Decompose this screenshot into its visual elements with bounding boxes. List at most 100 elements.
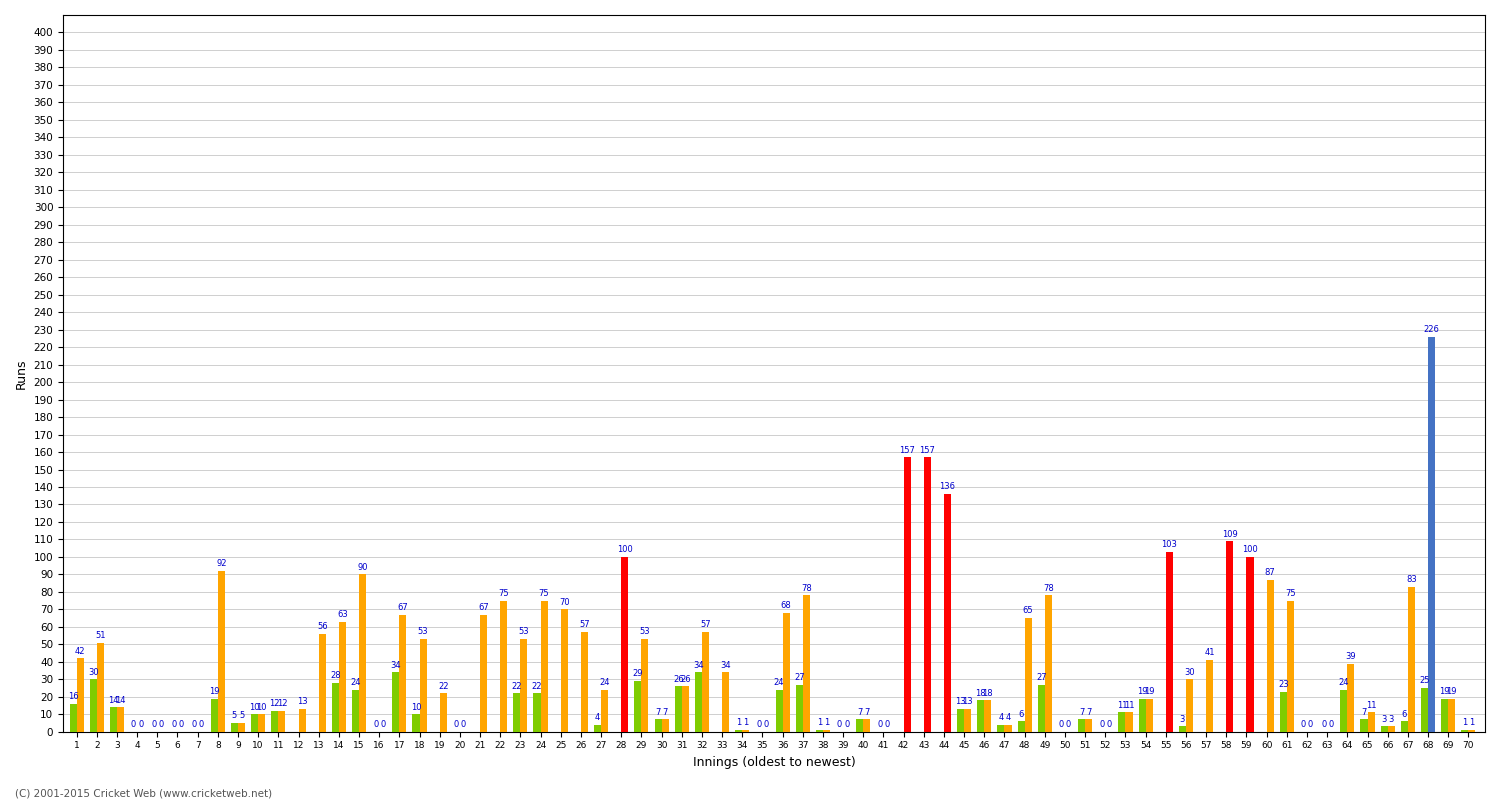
Text: 7: 7: [1078, 708, 1084, 717]
Bar: [500, 601, 507, 732]
Bar: [580, 632, 588, 732]
Text: 0: 0: [1066, 720, 1071, 729]
Bar: [722, 672, 729, 732]
Text: 11: 11: [1124, 701, 1134, 710]
Bar: [621, 557, 628, 732]
Bar: [681, 686, 688, 732]
Bar: [231, 723, 238, 732]
Text: 75: 75: [538, 589, 549, 598]
Bar: [1408, 586, 1414, 732]
Bar: [1125, 713, 1132, 732]
Text: 63: 63: [338, 610, 348, 619]
Text: 28: 28: [330, 671, 340, 680]
Text: 7: 7: [864, 708, 870, 717]
Bar: [1078, 719, 1084, 732]
Text: 13: 13: [963, 698, 974, 706]
Text: 53: 53: [639, 627, 650, 637]
Text: 3: 3: [1180, 715, 1185, 724]
Text: 0: 0: [171, 720, 177, 729]
Text: 24: 24: [600, 678, 610, 687]
Bar: [1448, 698, 1455, 732]
Text: 19: 19: [1144, 687, 1155, 696]
Text: 7: 7: [856, 708, 862, 717]
Text: 22: 22: [438, 682, 448, 690]
Text: 0: 0: [878, 720, 882, 729]
Text: 7: 7: [1362, 708, 1366, 717]
Bar: [1038, 685, 1046, 732]
Text: 7: 7: [663, 708, 668, 717]
Bar: [480, 614, 488, 732]
Bar: [856, 719, 864, 732]
Bar: [110, 707, 117, 732]
Text: 1: 1: [824, 718, 830, 727]
Text: 1: 1: [1470, 718, 1474, 727]
Bar: [976, 700, 984, 732]
Bar: [1138, 698, 1146, 732]
Bar: [76, 658, 84, 732]
Text: 51: 51: [94, 631, 105, 640]
Bar: [211, 698, 217, 732]
Text: 7: 7: [656, 708, 660, 717]
Text: 30: 30: [88, 668, 99, 677]
Text: 25: 25: [1419, 676, 1430, 686]
Bar: [1442, 698, 1448, 732]
Bar: [824, 730, 830, 732]
Bar: [258, 714, 266, 732]
Text: 19: 19: [1446, 687, 1456, 696]
Text: 7: 7: [1086, 708, 1092, 717]
Text: 41: 41: [1204, 649, 1215, 658]
Text: 5: 5: [232, 711, 237, 720]
Bar: [238, 723, 244, 732]
Bar: [924, 458, 932, 732]
Bar: [783, 613, 789, 732]
Bar: [1360, 719, 1368, 732]
Text: 6: 6: [1401, 710, 1407, 718]
Text: 13: 13: [956, 698, 966, 706]
Text: 0: 0: [192, 720, 196, 729]
Bar: [1146, 698, 1152, 732]
X-axis label: Innings (oldest to newest): Innings (oldest to newest): [693, 756, 855, 769]
Bar: [1428, 337, 1436, 732]
Text: 4: 4: [1005, 713, 1011, 722]
Bar: [964, 709, 970, 732]
Bar: [520, 639, 528, 732]
Bar: [662, 719, 669, 732]
Bar: [318, 634, 326, 732]
Bar: [1420, 688, 1428, 732]
Text: 78: 78: [801, 584, 812, 593]
Text: 23: 23: [1278, 680, 1288, 689]
Text: 109: 109: [1222, 530, 1238, 538]
Text: 3: 3: [1389, 715, 1394, 724]
Bar: [802, 595, 810, 732]
Text: 24: 24: [350, 678, 360, 687]
Text: 24: 24: [774, 678, 784, 687]
Text: 68: 68: [780, 602, 792, 610]
Bar: [998, 725, 1005, 732]
Bar: [561, 610, 568, 732]
Text: 10: 10: [249, 702, 259, 712]
Bar: [540, 601, 548, 732]
Y-axis label: Runs: Runs: [15, 358, 28, 389]
Text: 1: 1: [818, 718, 822, 727]
Text: 0: 0: [1300, 720, 1306, 729]
Text: 0: 0: [844, 720, 849, 729]
Bar: [1287, 601, 1294, 732]
Text: 34: 34: [693, 661, 703, 670]
Bar: [1179, 726, 1186, 732]
Text: 27: 27: [1036, 673, 1047, 682]
Text: 34: 34: [720, 661, 730, 670]
Bar: [702, 632, 709, 732]
Text: 19: 19: [1137, 687, 1148, 696]
Text: 78: 78: [1042, 584, 1053, 593]
Text: 4: 4: [999, 713, 1004, 722]
Text: 16: 16: [68, 692, 78, 701]
Bar: [1461, 730, 1468, 732]
Bar: [69, 704, 76, 732]
Text: 0: 0: [837, 720, 842, 729]
Bar: [534, 694, 540, 732]
Text: 22: 22: [532, 682, 543, 690]
Bar: [1388, 726, 1395, 732]
Text: 0: 0: [1059, 720, 1064, 729]
Bar: [654, 719, 662, 732]
Bar: [864, 719, 870, 732]
